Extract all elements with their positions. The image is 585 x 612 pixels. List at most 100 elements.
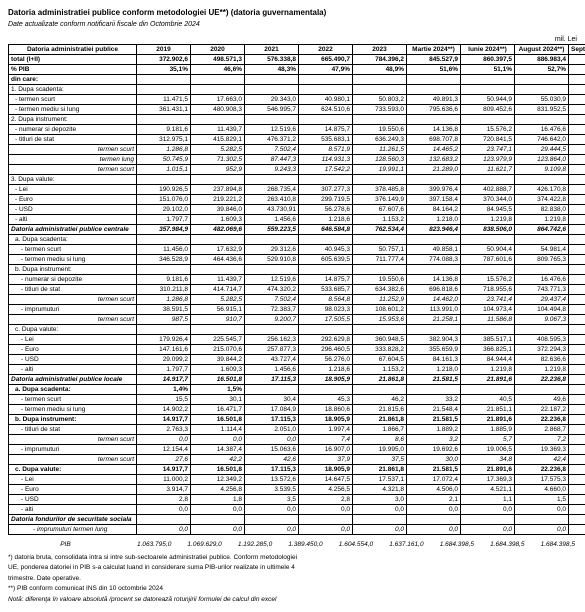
table-row: termen scurt1.015,1952,99.243,317.542,21… xyxy=(9,165,585,175)
row-label: - USD xyxy=(9,205,137,215)
cell: 257.877,3 xyxy=(245,345,299,355)
cell xyxy=(137,325,191,335)
cell: 0,0 xyxy=(353,525,407,535)
cell xyxy=(515,175,569,185)
cell: 225.545,7 xyxy=(191,335,245,345)
cell: 87.447,3 xyxy=(245,155,299,165)
page-title: Datoria administratiei publice conform m… xyxy=(8,8,577,17)
cell xyxy=(299,85,353,95)
table-row: - USD29.099,239.844,243.727,456.276,067.… xyxy=(9,355,585,365)
cell: 19.530,2 xyxy=(569,445,585,455)
cell: 21.581,5 xyxy=(407,415,461,425)
cell: 9.067,3 xyxy=(515,315,569,325)
cell xyxy=(461,325,515,335)
cell xyxy=(245,115,299,125)
cell xyxy=(515,515,569,525)
row-label: - Lei xyxy=(9,185,137,195)
table-row: - alti0,00,00,00,00,00,00,00,00,0 xyxy=(9,505,585,515)
cell: 56.278,6 xyxy=(299,205,353,215)
row-label: - alti xyxy=(9,365,137,375)
cell: 54.981,4 xyxy=(515,245,569,255)
cell: 11.471,5 xyxy=(137,95,191,105)
cell: 634.382,6 xyxy=(353,285,407,295)
cell: 376.149,9 xyxy=(353,195,407,205)
table-row: din care: xyxy=(9,75,585,85)
cell: 22.236,8 xyxy=(515,415,569,425)
unit-label: mil. Lei xyxy=(8,36,577,43)
row-label: b. Dupa instrument: xyxy=(9,265,137,275)
cell: 12.349,2 xyxy=(191,475,245,485)
cell: 360.948,5 xyxy=(353,335,407,345)
column-header: Iunie 2024**) xyxy=(461,45,515,55)
cell: 22.187,2 xyxy=(515,405,569,415)
row-label: - numerar si depozite xyxy=(9,125,137,135)
pib-value: 1.192.285,0 xyxy=(224,541,274,548)
cell: 22.339,6 xyxy=(569,405,585,415)
cell: 29.289,1 xyxy=(569,145,585,155)
row-label: - numerar si depozite xyxy=(9,275,137,285)
cell: 355.659,9 xyxy=(407,345,461,355)
cell xyxy=(353,85,407,95)
table-row: - numerar si depozite9.181,611.439,712.5… xyxy=(9,125,585,135)
footnote-line: UE, ponderea datoriei in PIB s-a calcula… xyxy=(8,564,577,572)
cell: 292.629,8 xyxy=(299,335,353,345)
cell: 30,1 xyxy=(191,395,245,405)
cell xyxy=(299,75,353,85)
cell: 16.501,8 xyxy=(191,465,245,475)
cell: 84.164,2 xyxy=(407,205,461,215)
cell: 8.564,8 xyxy=(299,295,353,305)
cell: 50.757,1 xyxy=(353,245,407,255)
cell: 12.519,6 xyxy=(245,275,299,285)
cell: 0,0 xyxy=(245,435,299,445)
cell: 9.243,3 xyxy=(245,165,299,175)
row-label: c. Dupa valute: xyxy=(9,325,137,335)
cell: 13.572,6 xyxy=(245,475,299,485)
cell: 17.542,2 xyxy=(299,165,353,175)
table-row: - numerar si depozite9.181,611.439,712.5… xyxy=(9,275,585,285)
cell: 0,0 xyxy=(461,525,515,535)
pib-value: 1.604.554,0 xyxy=(325,541,375,548)
cell: 14.917,7 xyxy=(137,375,191,385)
cell: 123.864,0 xyxy=(515,155,569,165)
cell: 774.088,3 xyxy=(407,255,461,265)
row-label: total (I+II) xyxy=(9,55,137,65)
cell: 98.023,3 xyxy=(299,305,353,315)
cell: 0,0 xyxy=(191,435,245,445)
cell: 105.117,3 xyxy=(569,305,585,315)
table-row: c. Dupa valute: xyxy=(9,325,585,335)
cell xyxy=(191,75,245,85)
cell: 215.070,6 xyxy=(191,345,245,355)
cell: 646.584,8 xyxy=(299,225,353,235)
cell: 2.763,3 xyxy=(137,425,191,435)
cell: 113.991,0 xyxy=(407,305,461,315)
cell xyxy=(407,85,461,95)
row-label: c. Dupa valute: xyxy=(9,465,137,475)
cell: 47,9% xyxy=(299,65,353,75)
pib-value: 1.063.795,0 xyxy=(123,541,173,548)
footnotes: *) datoria bruta, consolidata intra si i… xyxy=(8,554,577,604)
cell: 1,4% xyxy=(137,385,191,395)
footnote-line: **) PIB conform comunicat INS din 10 oct… xyxy=(8,585,577,593)
cell: 299.719,5 xyxy=(299,195,353,205)
cell: 128.560,3 xyxy=(353,155,407,165)
cell: 18.905,9 xyxy=(299,465,353,475)
cell: 397.158,4 xyxy=(407,195,461,205)
pib-value: 1.684.398,5 xyxy=(526,541,576,548)
row-label: termen scurt xyxy=(9,145,137,155)
cell xyxy=(299,325,353,335)
cell: 529.910,8 xyxy=(245,255,299,265)
table-row: - termen mediu si lung346.528,9464.436,6… xyxy=(9,255,585,265)
cell: 333.828,2 xyxy=(353,345,407,355)
cell xyxy=(569,325,585,335)
cell: 21.861,8 xyxy=(353,465,407,475)
cell: 1,8 xyxy=(191,495,245,505)
cell: 21.891,6 xyxy=(461,375,515,385)
cell: 0,0 xyxy=(515,525,569,535)
cell: 15.576,2 xyxy=(461,125,515,135)
cell: 72.383,7 xyxy=(245,305,299,315)
cell: 910,7 xyxy=(191,315,245,325)
cell: 30,4 xyxy=(245,395,299,405)
cell: 1.114,4 xyxy=(191,425,245,435)
footnote-line: *) datoria bruta, consolidata intra si i… xyxy=(8,554,577,562)
cell: 9,0 xyxy=(569,435,585,445)
